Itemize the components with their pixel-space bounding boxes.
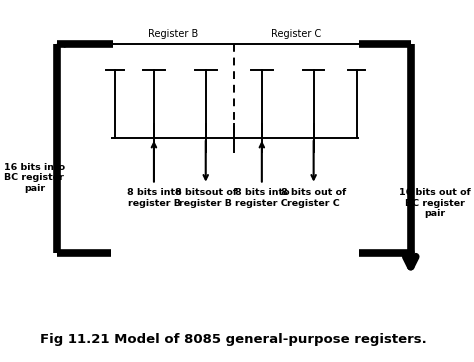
Text: Fig 11.21 Model of 8085 general-purpose registers.: Fig 11.21 Model of 8085 general-purpose … (40, 333, 427, 346)
Text: 16 bits into
BC register
pair: 16 bits into BC register pair (4, 163, 65, 193)
Text: Register B: Register B (148, 29, 199, 39)
Text: 8 bits into
register B: 8 bits into register B (127, 188, 181, 207)
Text: 8 bits into
register C: 8 bits into register C (235, 188, 289, 207)
Text: Register C: Register C (271, 29, 321, 39)
Text: 8 bits out of
register C: 8 bits out of register C (281, 188, 346, 207)
Text: 8 bitsout of
register B: 8 bitsout of register B (175, 188, 237, 207)
Text: 16 bits out of
BC register
pair: 16 bits out of BC register pair (399, 188, 470, 218)
